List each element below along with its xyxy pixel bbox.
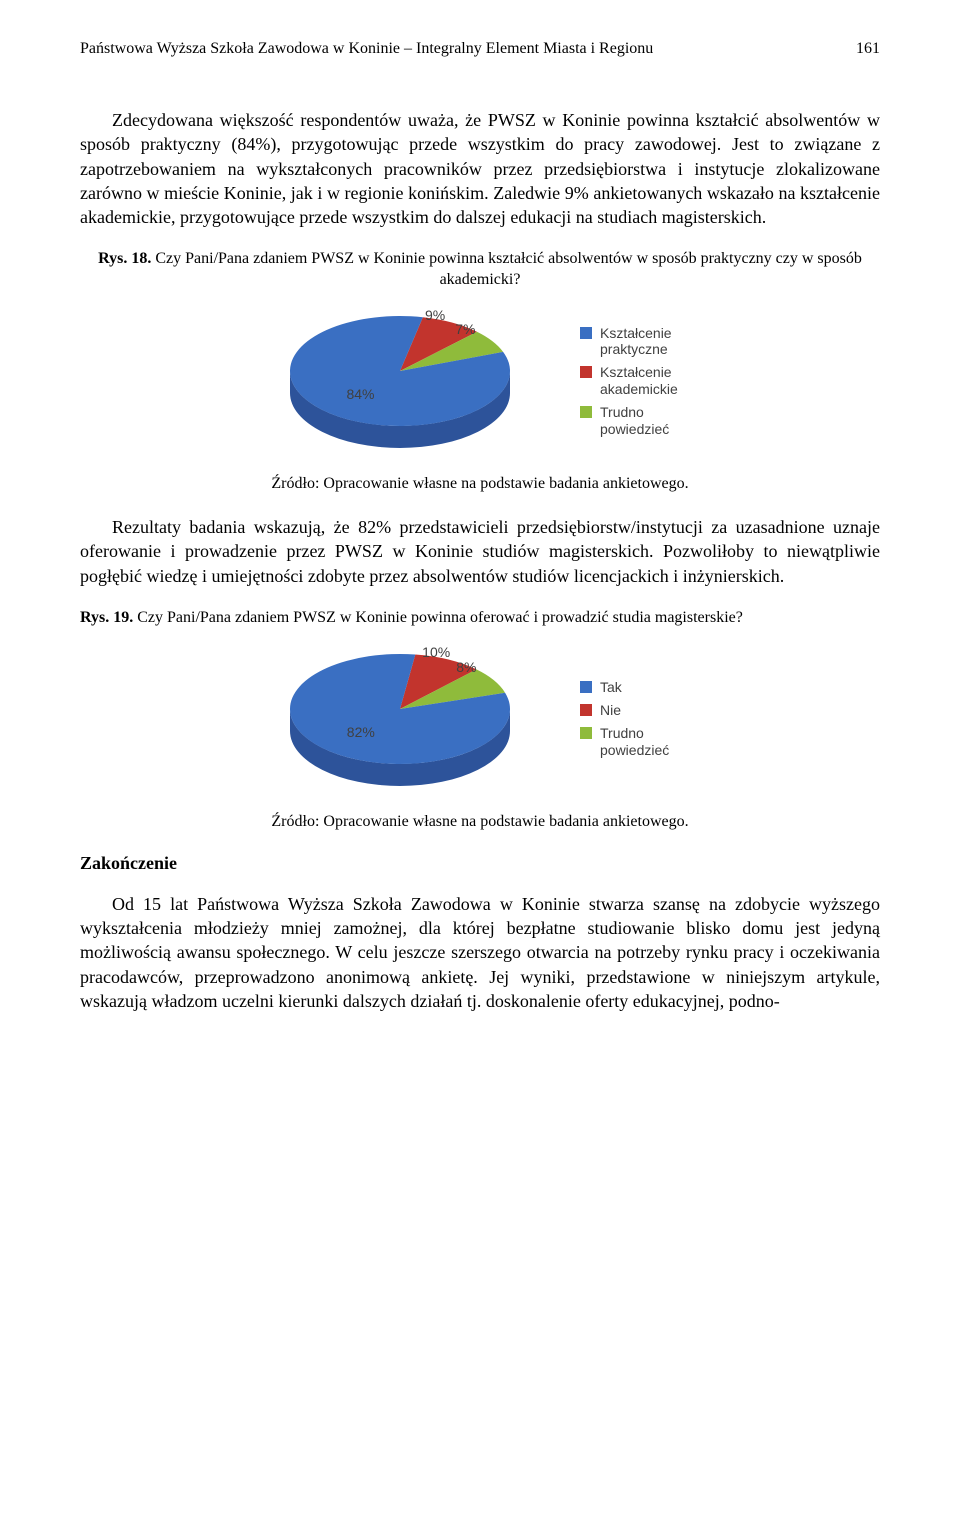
pie-percent-label: 10% (422, 644, 450, 660)
figure-19-label: Rys. 19. (80, 609, 133, 626)
paragraph-2: Rezultaty badania wskazują, że 82% przed… (80, 515, 880, 588)
legend-swatch (580, 406, 592, 418)
paragraph-1: Zdecydowana większość respondentów uważa… (80, 108, 880, 229)
legend-item: Tak (580, 679, 710, 696)
legend-swatch (580, 704, 592, 716)
legend-label: Trudno powiedzieć (600, 725, 710, 759)
figure-18-chart: 9%7%84% Kształcenie praktyczneKształceni… (80, 301, 880, 461)
legend-swatch (580, 727, 592, 739)
legend-swatch (580, 366, 592, 378)
legend-18: Kształcenie praktyczne Kształcenie akadem… (580, 319, 710, 444)
figure-18-source: Źródło: Opracowanie własne na podstawie … (80, 475, 880, 493)
legend-item: Trudno powiedzieć (580, 725, 710, 759)
paragraph-3: Od 15 lat Państwowa Wyższa Szkoła Zawodo… (80, 892, 880, 1013)
pie-chart-18: 9% 7% 84% (250, 301, 550, 461)
pie-percent-label: 84% (346, 386, 374, 402)
legend-swatch (580, 681, 592, 693)
pie-percent-label: 8% (456, 659, 476, 675)
section-heading-end: Zakończenie (80, 853, 880, 874)
legend-label: Kształcenie akademickie (600, 364, 710, 398)
figure-19-source: Źródło: Opracowanie własne na podstawie … (80, 813, 880, 831)
legend-label: Tak (600, 679, 622, 696)
legend-label: Kształcenie praktyczne (600, 325, 710, 359)
figure-18-caption: Rys. 18. Czy Pani/Pana zdaniem PWSZ w Ko… (80, 249, 880, 291)
pie-percent-label: 82% (347, 724, 375, 740)
figure-19-title: Czy Pani/Pana zdaniem PWSZ w Koninie pow… (137, 609, 743, 626)
figure-19-chart: 10% 8% 82% Tak Nie Trudno powiedzieć (80, 639, 880, 799)
figure-18-label: Rys. 18. (98, 250, 151, 267)
running-title: Państwowa Wyższa Szkoła Zawodowa w Konin… (80, 40, 653, 58)
legend-label: Nie (600, 702, 621, 719)
pie-percent-label: 7% (455, 321, 475, 337)
legend-item: Kształcenie praktyczne (580, 325, 710, 359)
figure-19-caption: Rys. 19. Czy Pani/Pana zdaniem PWSZ w Ko… (80, 608, 880, 629)
legend-item: Trudno powiedzieć (580, 404, 710, 438)
figure-18-title: Czy Pani/Pana zdaniem PWSZ w Koninie pow… (155, 250, 862, 288)
page-number: 161 (856, 40, 880, 58)
legend-item: Kształcenie akademickie (580, 364, 710, 398)
pie-chart-19: 10% 8% 82% (250, 639, 550, 799)
legend-swatch (580, 327, 592, 339)
legend-19: Tak Nie Trudno powiedzieć (580, 673, 710, 764)
pie-percent-label: 9% (425, 307, 445, 323)
legend-label: Trudno powiedzieć (600, 404, 710, 438)
legend-item: Nie (580, 702, 710, 719)
